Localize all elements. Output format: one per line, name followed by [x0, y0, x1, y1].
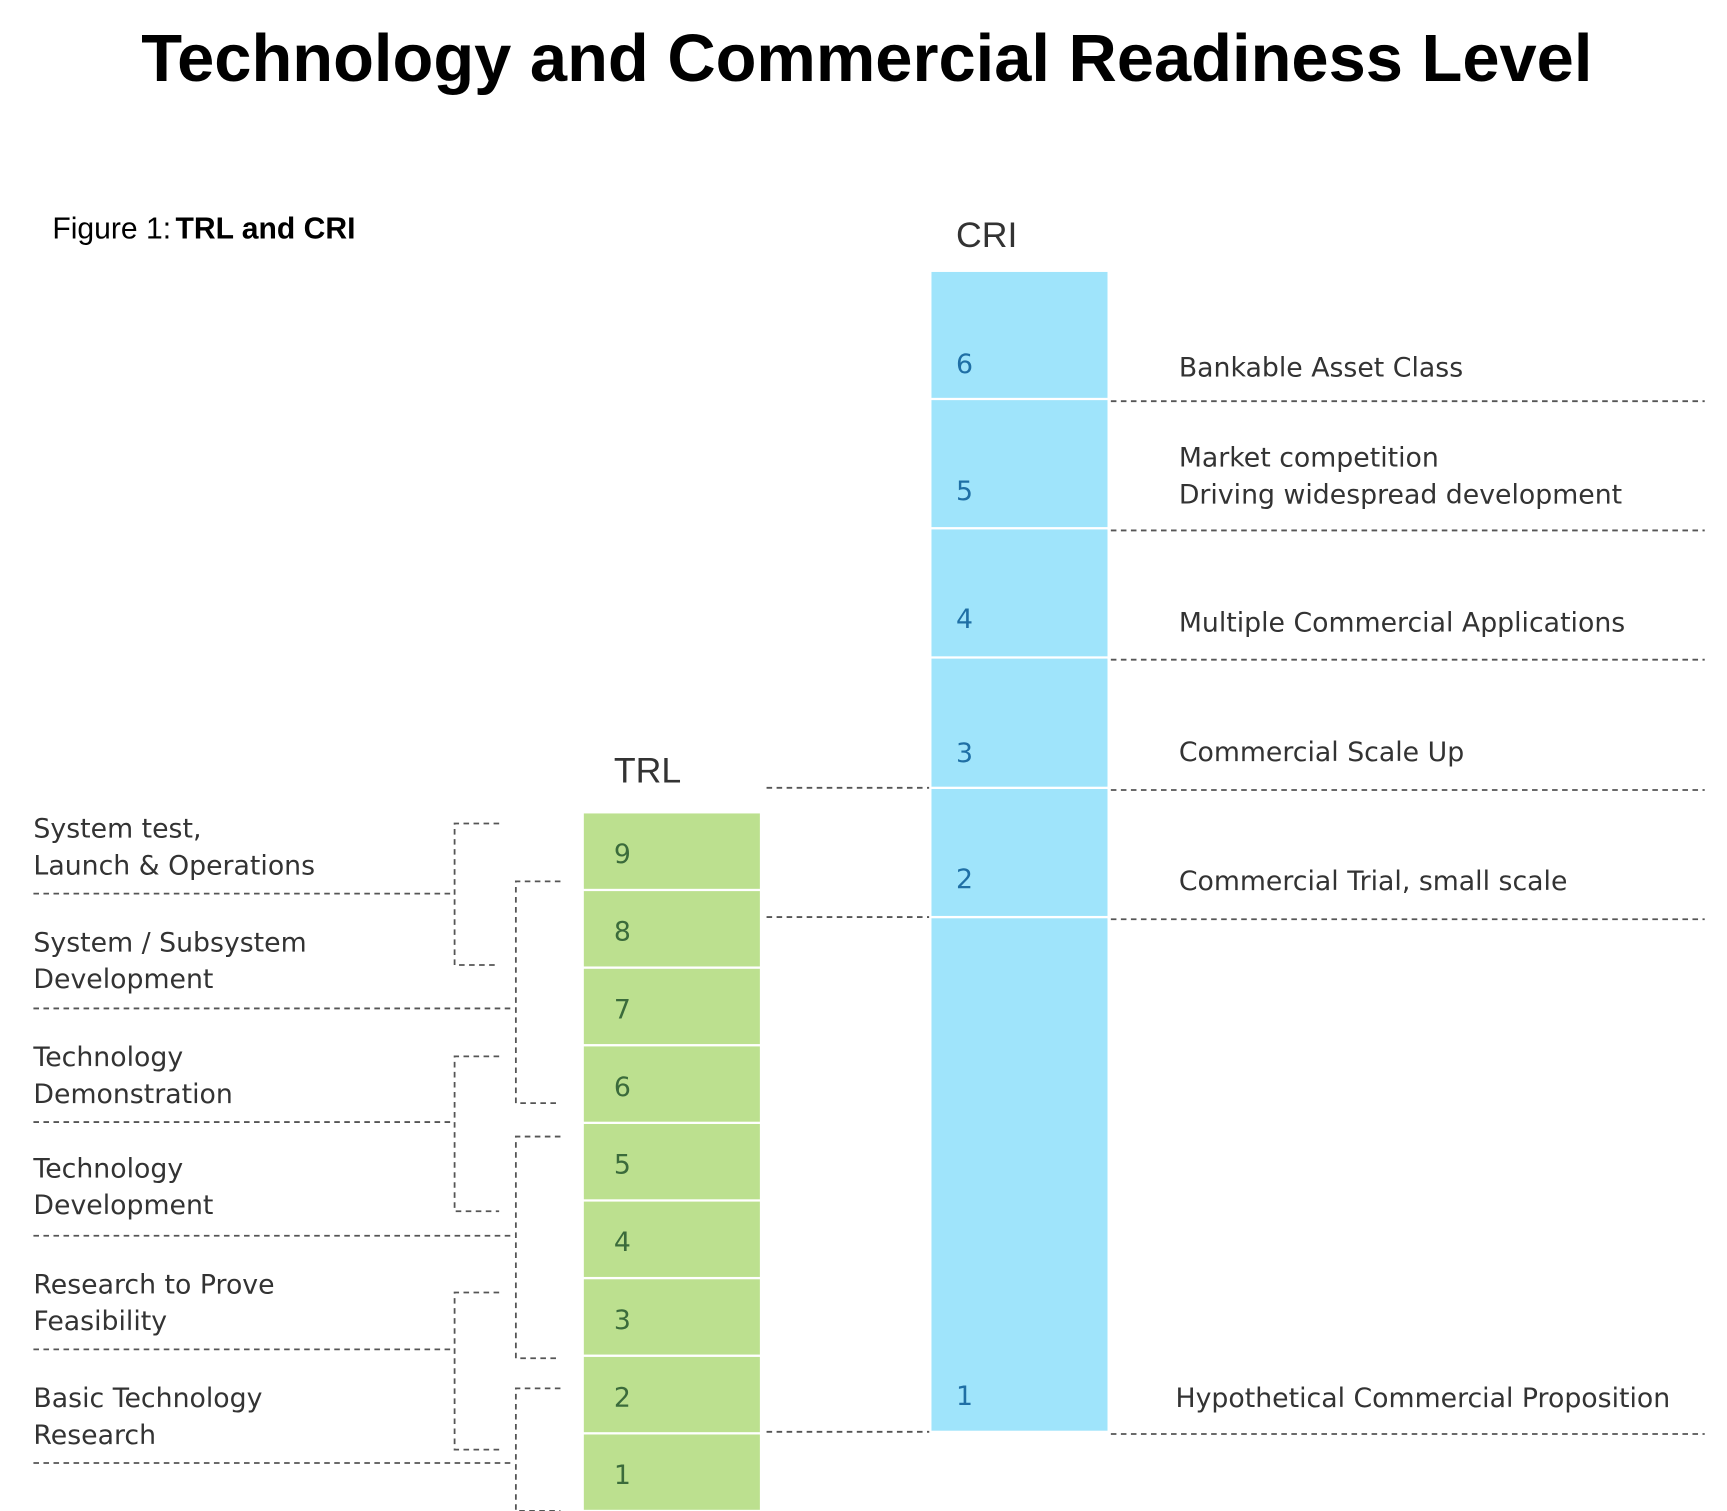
cri-segment	[929, 269, 1110, 401]
cri-label: CRI	[956, 215, 1017, 255]
trl-stage: Demonstration	[33, 1079, 232, 1110]
cri-segment	[929, 656, 1110, 789]
trl-stage: Feasibility	[33, 1306, 167, 1337]
trl-segment	[581, 1354, 763, 1435]
cri-stage: Hypothetical Commercial Proposition	[1175, 1383, 1670, 1414]
trl-label: TRL	[614, 751, 681, 791]
trl-level: 8	[614, 917, 631, 948]
trl-level: 3	[614, 1305, 631, 1336]
trl-stage: Development	[33, 964, 213, 995]
cri-level: 3	[956, 738, 973, 769]
trl-stage: Technology	[32, 1042, 183, 1073]
trl-level: 7	[614, 994, 631, 1025]
cri-level: 5	[956, 476, 973, 507]
cri-stage: Market competition	[1179, 443, 1439, 474]
cri-level: 6	[956, 349, 973, 380]
trl-stage: Basic Technology	[33, 1383, 262, 1414]
figure-caption: Figure 1: TRL and CRI	[52, 213, 355, 246]
trl-level: 6	[614, 1072, 631, 1103]
trl-level: 5	[614, 1150, 631, 1181]
cri-level: 1	[956, 1381, 973, 1412]
cri-stage: Multiple Commercial Applications	[1179, 608, 1625, 639]
trl-segment	[581, 966, 763, 1047]
trl-segment	[581, 811, 763, 892]
trl-level: 4	[614, 1227, 631, 1258]
cri-segment	[929, 786, 1110, 919]
cri-stage: Bankable Asset Class	[1179, 352, 1463, 383]
trl-segment	[581, 1121, 763, 1202]
trl-stage: Development	[33, 1190, 213, 1221]
cri-stage: Driving widespread development	[1179, 479, 1622, 510]
figure-name: TRL and CRI	[176, 213, 356, 246]
cri-level: 2	[956, 864, 973, 895]
cri-segment	[929, 527, 1110, 659]
trl-level: 9	[614, 839, 631, 870]
trl-stage: Research to Prove	[33, 1269, 274, 1300]
cri-level: 4	[956, 604, 973, 635]
cri-stage: Commercial Scale Up	[1179, 737, 1464, 768]
trl-stage: Technology	[32, 1153, 183, 1184]
connectors	[453, 786, 931, 1511]
cri-stage: Commercial Trial, small scale	[1179, 866, 1568, 897]
cri-segment	[929, 915, 1110, 1433]
trl-segment	[581, 1044, 763, 1124]
trl-stage: System test,	[33, 814, 201, 845]
trl-level: 1	[614, 1460, 631, 1491]
trl-level: 2	[614, 1382, 631, 1413]
title: Technology and Commercial Readiness Leve…	[141, 21, 1592, 96]
trl-segment	[581, 1432, 763, 1511]
trl-segment	[581, 888, 763, 969]
figure-prefix: Figure 1:	[52, 213, 171, 246]
trl-segment	[581, 1199, 763, 1280]
trl-stage: System / Subsystem	[33, 927, 306, 958]
cri-segment	[929, 397, 1110, 530]
trl-segment	[581, 1276, 763, 1357]
trl-stage: Launch & Operations	[33, 850, 315, 881]
trl-stage: Research	[33, 1420, 156, 1451]
